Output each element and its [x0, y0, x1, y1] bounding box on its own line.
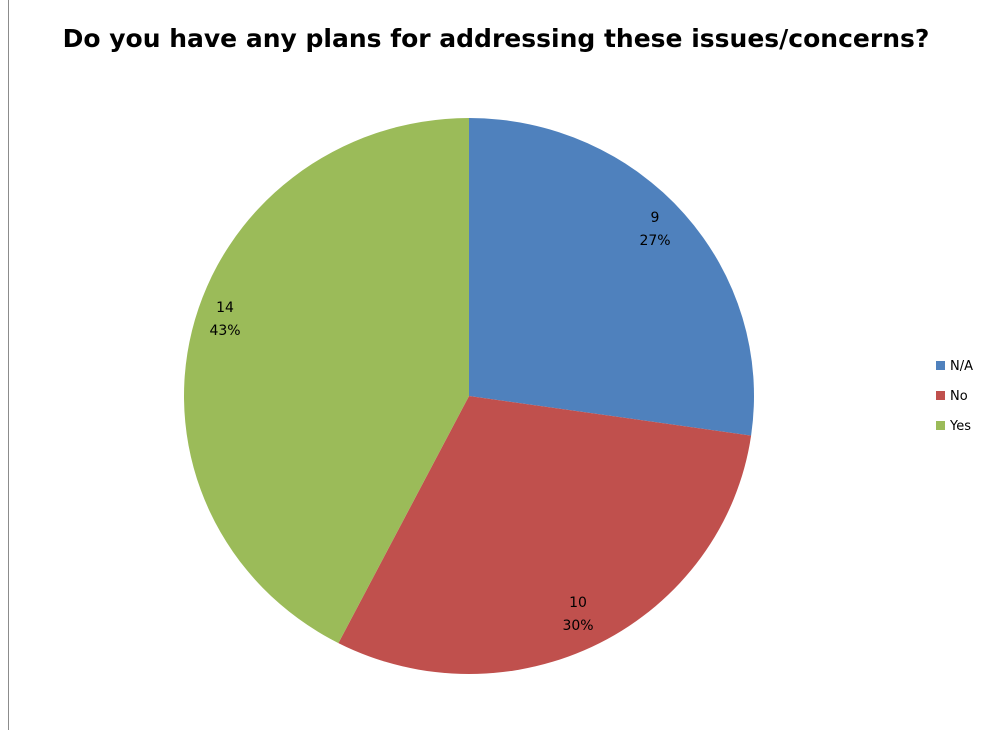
pie-slices — [184, 118, 754, 674]
legend-swatch — [936, 391, 945, 400]
slice-value-label: 10 — [569, 595, 587, 611]
pie-slice-yes — [184, 118, 469, 644]
chart-title: Do you have any plans for addressing the… — [62, 24, 930, 53]
legend-swatch — [936, 421, 945, 430]
legend-label: N/A — [950, 359, 973, 374]
legend: N/A No Yes — [936, 359, 973, 434]
pie-data-labels: 9 27% 10 30% 14 43% — [209, 210, 670, 634]
slice-percent-label: 30% — [562, 618, 593, 634]
chart-frame — [8, 0, 984, 730]
slice-value-label: 14 — [216, 300, 234, 316]
slice-value-label: 9 — [651, 210, 660, 226]
slice-percent-label: 43% — [209, 323, 240, 339]
pie-slice-n-a — [469, 118, 754, 436]
legend-swatch — [936, 361, 945, 370]
legend-label: No — [950, 389, 968, 404]
pie-slice-no — [338, 396, 752, 674]
slice-percent-label: 27% — [639, 233, 670, 249]
legend-label: Yes — [949, 419, 971, 434]
